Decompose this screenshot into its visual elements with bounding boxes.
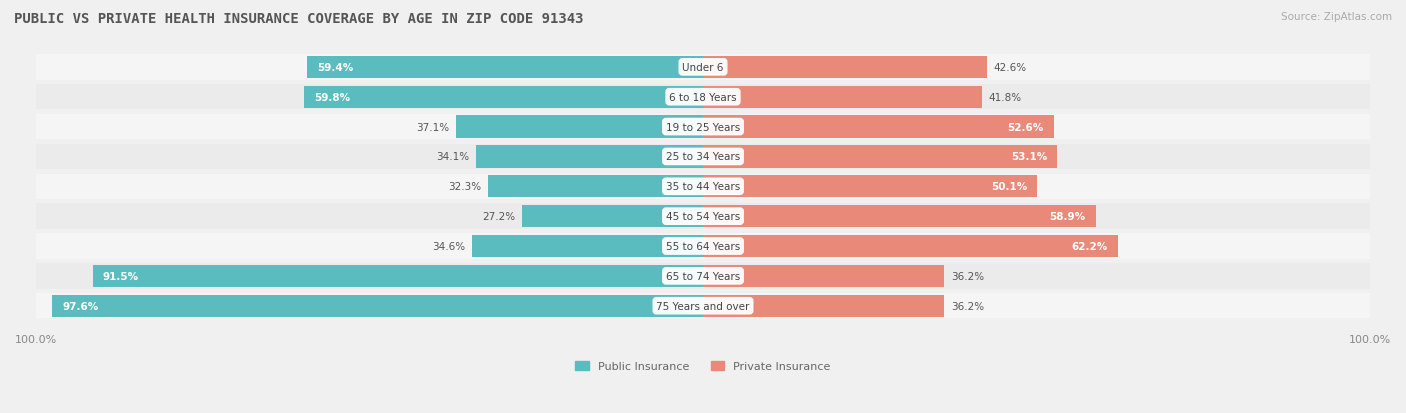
Bar	[37, 293, 1369, 319]
Bar	[37, 115, 1369, 140]
Text: PUBLIC VS PRIVATE HEALTH INSURANCE COVERAGE BY AGE IN ZIP CODE 91343: PUBLIC VS PRIVATE HEALTH INSURANCE COVER…	[14, 12, 583, 26]
Bar	[522, 205, 703, 228]
Bar	[456, 116, 703, 138]
Bar	[703, 295, 945, 317]
Text: 75 Years and over: 75 Years and over	[657, 301, 749, 311]
Text: 36.2%: 36.2%	[950, 271, 984, 281]
Text: 45 to 54 Years: 45 to 54 Years	[666, 211, 740, 222]
Text: 25 to 34 Years: 25 to 34 Years	[666, 152, 740, 162]
Bar	[475, 146, 703, 168]
Bar	[703, 146, 1057, 168]
Text: 50.1%: 50.1%	[991, 182, 1028, 192]
Text: 52.6%: 52.6%	[1008, 122, 1043, 132]
Bar	[703, 57, 987, 79]
Bar	[703, 86, 981, 109]
Bar	[37, 85, 1369, 110]
Bar	[37, 234, 1369, 259]
Bar	[703, 265, 945, 287]
Text: 42.6%: 42.6%	[994, 63, 1026, 73]
Bar	[304, 86, 703, 109]
Bar	[52, 295, 703, 317]
Bar	[472, 235, 703, 258]
Text: 32.3%: 32.3%	[447, 182, 481, 192]
Legend: Public Insurance, Private Insurance: Public Insurance, Private Insurance	[571, 357, 835, 376]
Bar	[703, 205, 1095, 228]
Bar	[37, 174, 1369, 199]
Bar	[307, 57, 703, 79]
Text: 55 to 64 Years: 55 to 64 Years	[666, 242, 740, 252]
Text: 59.8%: 59.8%	[314, 93, 350, 102]
Text: 37.1%: 37.1%	[416, 122, 449, 132]
Text: 27.2%: 27.2%	[482, 211, 515, 222]
Bar	[37, 204, 1369, 229]
Bar	[37, 263, 1369, 289]
Bar	[488, 176, 703, 198]
Text: 6 to 18 Years: 6 to 18 Years	[669, 93, 737, 102]
Text: 91.5%: 91.5%	[103, 271, 139, 281]
Text: 65 to 74 Years: 65 to 74 Years	[666, 271, 740, 281]
Text: 41.8%: 41.8%	[988, 93, 1022, 102]
Text: 34.6%: 34.6%	[433, 242, 465, 252]
Text: 53.1%: 53.1%	[1011, 152, 1047, 162]
Bar	[37, 55, 1369, 81]
Text: Source: ZipAtlas.com: Source: ZipAtlas.com	[1281, 12, 1392, 22]
Text: 34.1%: 34.1%	[436, 152, 470, 162]
Bar	[703, 235, 1118, 258]
Bar	[703, 176, 1038, 198]
Text: 35 to 44 Years: 35 to 44 Years	[666, 182, 740, 192]
Text: 59.4%: 59.4%	[316, 63, 353, 73]
Text: 97.6%: 97.6%	[62, 301, 98, 311]
Text: 58.9%: 58.9%	[1050, 211, 1085, 222]
Text: 36.2%: 36.2%	[950, 301, 984, 311]
Bar	[93, 265, 703, 287]
Text: Under 6: Under 6	[682, 63, 724, 73]
Text: 62.2%: 62.2%	[1071, 242, 1108, 252]
Bar	[703, 116, 1053, 138]
Text: 19 to 25 Years: 19 to 25 Years	[666, 122, 740, 132]
Bar	[37, 145, 1369, 170]
